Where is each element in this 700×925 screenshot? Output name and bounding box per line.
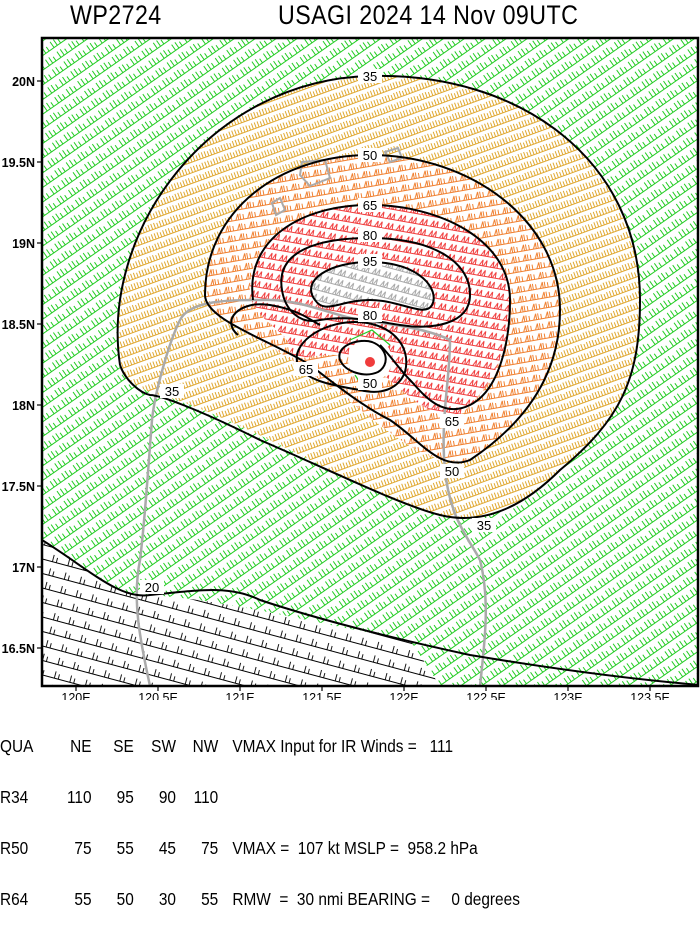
y-tick-label: 20N: [12, 75, 35, 89]
y-tick-label: 17.5N: [2, 480, 35, 494]
table-cell: R64: [0, 889, 29, 909]
svg-text:80: 80: [363, 228, 377, 243]
x-tick-label: 121E: [225, 691, 254, 700]
table-row: R64 55 50 30 55 RMW = 30 nmi BEARING = 0…: [0, 889, 520, 909]
table-header-row: QUA NE SE SW NW VMAX Input for IR Winds …: [0, 736, 520, 756]
svg-text:35: 35: [165, 384, 179, 399]
plot-frame: [40, 36, 700, 688]
svg-text:50: 50: [445, 464, 459, 479]
svg-text:65: 65: [445, 414, 459, 429]
y-axis: [37, 80, 42, 649]
table-cell: 75: [201, 838, 219, 858]
table-cell: 30: [158, 889, 176, 909]
y-tick-label: 17N: [12, 561, 35, 575]
x-axis: [75, 686, 651, 691]
x-tick-label: 122E: [389, 691, 418, 700]
table-cell: 55: [116, 838, 134, 858]
table-cell: R34: [0, 787, 29, 807]
svg-text:65: 65: [363, 198, 377, 213]
storm-center-marker: [365, 357, 375, 367]
table-cell: 50: [116, 889, 134, 909]
table-cell: 55: [74, 889, 92, 909]
svg-text:35: 35: [477, 518, 491, 533]
table-cell: 110: [193, 787, 219, 807]
table-cell: 45: [158, 838, 176, 858]
storm-name-title: USAGI 2024 14 Nov 09UTC: [278, 0, 579, 30]
x-tick-label: 120.5E: [138, 691, 178, 700]
x-tick-label: 123.5E: [630, 691, 670, 700]
y-tick-label: 19N: [12, 237, 35, 251]
wind-field-map: 35 50 65 80 95 80 65 50 65 50 35 35 20 2…: [2, 36, 700, 700]
svg-text:65: 65: [299, 362, 313, 377]
svg-text:80: 80: [363, 308, 377, 323]
table-cell: 75: [74, 838, 92, 858]
x-tick-label: 123E: [553, 691, 582, 700]
table-cell: QUA: [0, 736, 34, 756]
y-tick-label: 18.5N: [2, 318, 35, 332]
table-row: R34 110 95 90 110: [0, 787, 520, 807]
table-cell: 90: [158, 787, 176, 807]
y-tick-label: 19.5N: [2, 156, 35, 170]
table-cell: NE: [70, 736, 92, 756]
table-row: R50 75 55 45 75 VMAX = 107 kt MSLP = 958…: [0, 838, 520, 858]
contour-labels: 35 50 65 80 95 80 65 50 65 50 35 35 20: [140, 69, 496, 595]
svg-text:20: 20: [145, 580, 159, 595]
svg-text:50: 50: [363, 148, 377, 163]
x-tick-label: 122.5E: [466, 691, 506, 700]
rmw-bearing-info: RMW = 30 nmi BEARING = 0 degrees: [232, 889, 520, 909]
svg-text:50: 50: [363, 376, 377, 391]
table-cell: SE: [113, 736, 134, 756]
y-tick-label: 18N: [12, 399, 35, 413]
wind-barb-field: [42, 38, 698, 686]
svg-text:95: 95: [363, 254, 377, 269]
vmax-ir-info: VMAX Input for IR Winds = 111: [232, 736, 454, 756]
table-cell: 95: [116, 787, 134, 807]
vmax-mslp-info: VMAX = 107 kt MSLP = 958.2 hPa: [232, 838, 478, 858]
x-tick-label: 121.5E: [302, 691, 342, 700]
storm-id-title: WP2724: [70, 0, 162, 30]
svg-text:35: 35: [363, 69, 377, 84]
table-cell: SW: [151, 736, 176, 756]
table-cell: NW: [192, 736, 219, 756]
wind-radii-table: QUA NE SE SW NW VMAX Input for IR Winds …: [0, 704, 520, 925]
table-cell: 55: [201, 889, 219, 909]
x-tick-label: 120E: [61, 691, 90, 700]
table-cell: R50: [0, 838, 29, 858]
table-cell: 110: [66, 787, 92, 807]
y-tick-label: 16.5N: [2, 642, 35, 656]
